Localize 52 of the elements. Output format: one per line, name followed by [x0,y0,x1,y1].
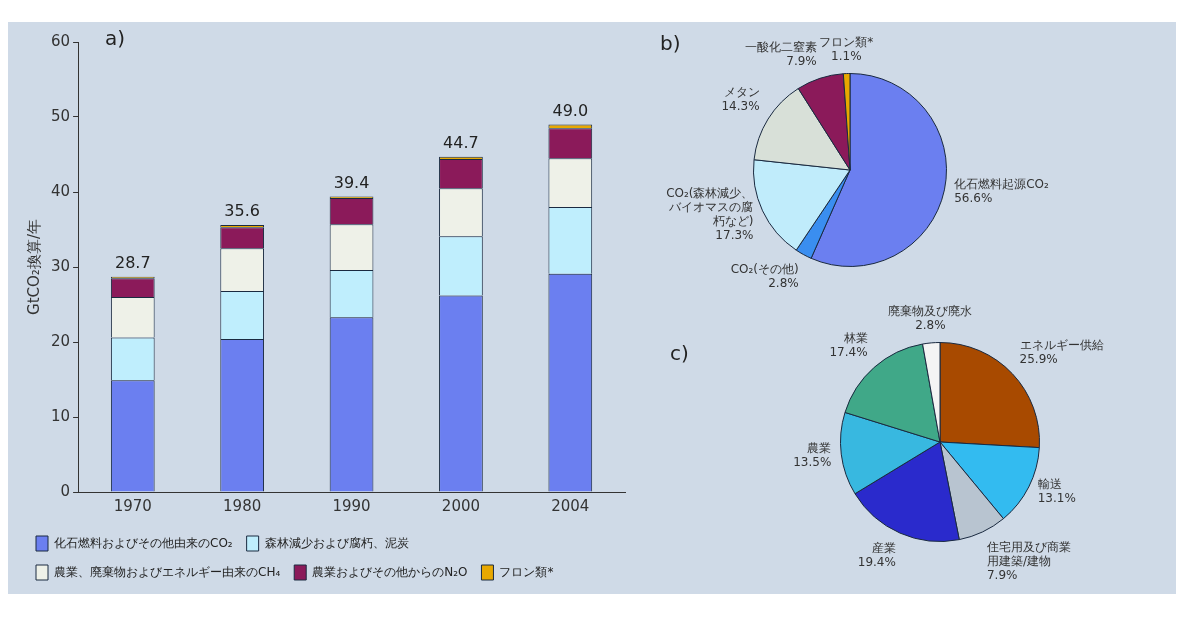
data-label: 56.6% [954,191,993,206]
legend-label: 化石燃料およびその他由来のCO₂ [54,535,233,550]
data-label: 1.1% [831,48,862,63]
x-tick-label: 1970 [113,496,152,515]
slice-label: 廃棄物及び廃水 [888,304,973,319]
text: c) [670,341,689,366]
y-tick-label: 50 [50,106,71,125]
slice-label: CO₂(その他) [730,262,799,277]
data-label: 17.3% [715,228,754,243]
total-label: 39.4 [333,172,370,192]
data-label: 13.1% [1037,490,1076,505]
y-tick-label: 20 [50,331,71,350]
data-label: 7.9% [986,568,1018,583]
total-label: 35.6 [224,201,260,221]
y-tick-label: 40 [50,181,71,200]
y-tick-label: 60 [50,31,71,50]
y-tick-label: 0 [60,481,71,500]
slice-label: 輸送 [1037,476,1062,491]
slice-label: 林業 [842,330,868,345]
slice-label: エネルギー供給 [1019,337,1104,352]
data-label: 17.4% [829,344,868,359]
slice-label: 住宅用及び商業用建築/建物 [985,540,1071,569]
legend-label: 農業、廃棄物およびエネルギー由来のCH₄ [54,564,281,579]
slice-label: 化石燃料起源CO₂ [954,177,1050,192]
x-tick-label: 2004 [551,496,590,515]
y-axis-title: GtCO₂換算/年 [24,219,43,315]
data-label: 2.8% [915,318,946,333]
data-label: 2.8% [768,276,799,291]
total-label: 49.0 [552,100,589,120]
x-tick-label: 1980 [223,496,262,515]
slice-label: 一酸化二窒素 [744,39,817,54]
chart-title: b) [660,31,681,56]
legend-label: フロン類* [499,564,554,579]
data-label: 13.5% [793,454,832,469]
x-tick-label: 2000 [441,496,481,515]
slice-label: メタン [723,84,760,99]
data-label: 7.9% [786,53,817,68]
chart-title: a) [105,26,126,51]
data-label: 19.4% [857,555,896,570]
legend-label: 農業およびその他からのN₂O [312,564,468,579]
x-tick-label: 1990 [332,496,371,515]
data-label: 25.9% [1019,351,1058,366]
y-tick-label: 30 [50,256,71,275]
data-label: 14.3% [721,98,760,113]
slice-label: 農業 [807,440,832,455]
total-label: 28.7 [114,252,151,272]
legend-label: 森林減少および腐朽、泥炭 [264,535,409,550]
slice-label: CO₂(森林減少、バイオマスの腐朽など) [666,186,754,229]
total-label: 44.7 [443,132,479,152]
y-tick-label: 10 [50,406,71,425]
slice-label: フロン類* [819,34,874,49]
slice-label: 産業 [871,541,896,556]
